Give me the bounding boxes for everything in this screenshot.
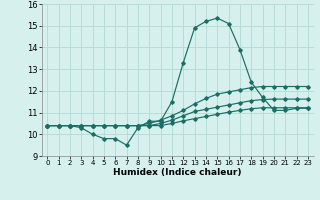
X-axis label: Humidex (Indice chaleur): Humidex (Indice chaleur) [113, 168, 242, 177]
